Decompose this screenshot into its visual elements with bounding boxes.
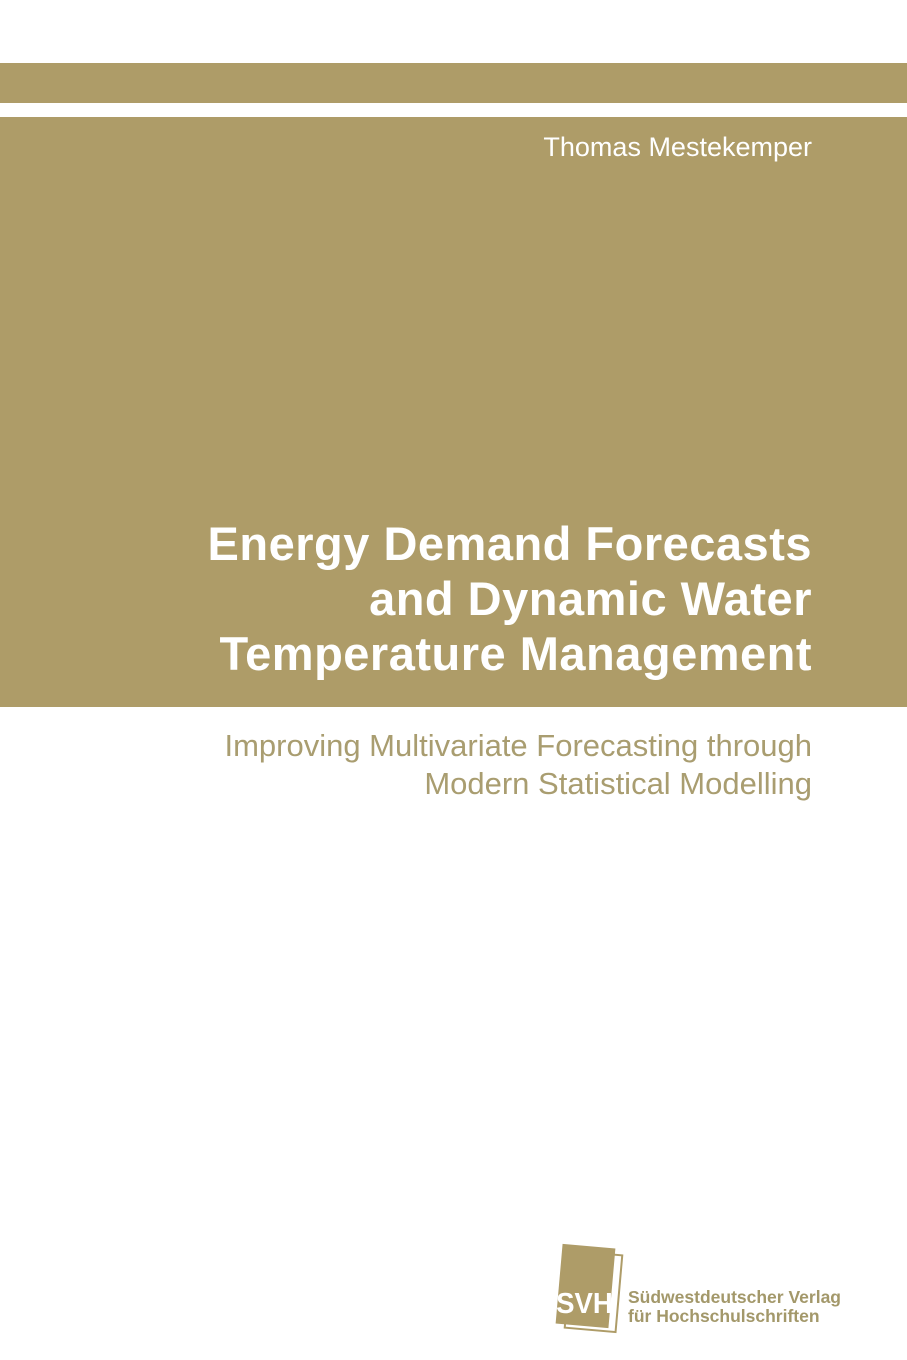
publisher-name-line-1: Südwestdeutscher Verlag <box>628 1287 841 1307</box>
publisher-name: Südwestdeutscher Verlag für Hochschulsch… <box>628 1288 841 1326</box>
title-line-2: and Dynamic Water <box>369 572 812 625</box>
top-accent-band <box>0 63 907 103</box>
book-title: Energy Demand Forecasts and Dynamic Wate… <box>208 516 812 681</box>
publisher-name-line-2: für Hochschulschriften <box>628 1306 820 1326</box>
subtitle-line-2: Modern Statistical Modelling <box>424 766 812 801</box>
author-name: Thomas Mestekemper <box>543 132 812 162</box>
title-line-1: Energy Demand Forecasts <box>207 517 812 570</box>
book-subtitle: Improving Multivariate Forecasting throu… <box>224 727 812 803</box>
svh-acronym: SVH <box>556 1288 613 1320</box>
subtitle-line-1: Improving Multivariate Forecasting throu… <box>224 728 812 763</box>
title-line-3: Temperature Management <box>219 627 812 680</box>
title-block: Thomas Mestekemper Energy Demand Forecas… <box>0 117 907 707</box>
